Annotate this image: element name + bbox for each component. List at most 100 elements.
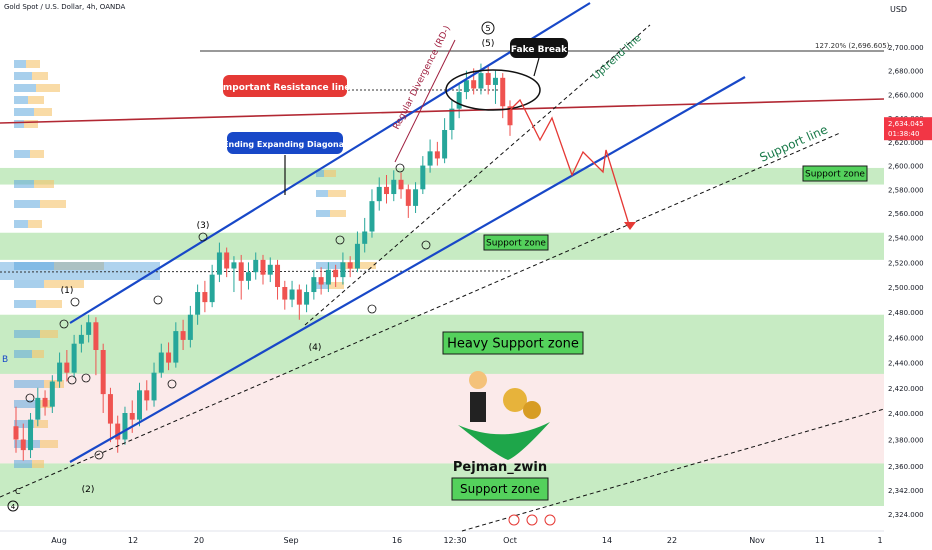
support-zone-3 — [0, 463, 884, 506]
support-line — [0, 132, 841, 498]
candle-body-47 — [354, 243, 360, 269]
candle-body-37 — [282, 287, 288, 300]
x-tick-10: 11 — [815, 536, 825, 545]
volume-bar-value-7 — [34, 180, 54, 188]
candle-body-50 — [376, 186, 382, 202]
y-tick-16: 2,380.000 — [888, 437, 924, 445]
candle-body-6 — [57, 362, 63, 382]
resistance-line — [0, 98, 885, 124]
candle-body-65 — [485, 73, 491, 85]
candle-body-32 — [245, 272, 251, 281]
volume-bar-7 — [14, 180, 34, 188]
candle-body-61 — [456, 92, 462, 109]
projection-arrow — [624, 222, 636, 230]
volume-bar-value-3 — [28, 96, 44, 104]
volume-bar-value-0 — [26, 60, 40, 68]
subwave-circle-3 — [25, 393, 35, 403]
volume-bar-12 — [14, 300, 36, 308]
candle-body-66 — [492, 77, 498, 85]
volume-bar-value-12 — [36, 300, 62, 308]
candle-body-20 — [158, 352, 164, 373]
price-badge-box — [884, 117, 932, 141]
volume-bar-11 — [14, 280, 44, 288]
volume2-bar-2 — [316, 210, 330, 217]
wave-4-label: (4) — [309, 343, 322, 353]
logo-swoosh — [458, 422, 550, 460]
candle-body-8 — [71, 343, 77, 373]
volume-bar-value-8 — [40, 200, 66, 208]
candle-body-68 — [507, 106, 513, 126]
wave-c-label: C — [15, 487, 21, 496]
wave-1-label: (1) — [61, 286, 74, 296]
support-zone-2 — [0, 314, 884, 374]
volume2-bar-value-2 — [330, 210, 346, 217]
y-tick-9: 2,520.000 — [888, 259, 924, 267]
candle-body-16 — [129, 413, 135, 420]
resistance-callout-box — [223, 75, 347, 97]
candle-body-46 — [347, 262, 353, 269]
wave-4-circle-text: 4 — [11, 503, 16, 511]
candle-body-1 — [20, 439, 26, 451]
y-tick-12: 2,460.000 — [888, 334, 924, 342]
wave-5-circle-text: 5 — [485, 24, 490, 33]
volume2-bar-1 — [316, 190, 328, 197]
candle-body-4 — [42, 397, 48, 407]
volume2-bar-4 — [316, 282, 328, 289]
x-tick-7: 14 — [602, 536, 612, 545]
volume-bar-value-11 — [44, 280, 84, 288]
candle-body-36 — [275, 264, 281, 287]
candle-body-42 — [318, 277, 324, 285]
volume-bar-value-17 — [34, 420, 48, 428]
subwave-circle-10 — [395, 163, 405, 173]
uptrend-line — [304, 24, 651, 326]
candle-body-3 — [35, 397, 41, 420]
volume2-bar-value-0 — [324, 170, 336, 177]
fake-break-ellipse — [445, 69, 541, 111]
volume-bar-16 — [14, 400, 38, 408]
candle-body-24 — [187, 314, 193, 340]
candle-body-54 — [405, 189, 411, 206]
candle-body-53 — [398, 179, 404, 190]
candle-body-56 — [420, 165, 426, 190]
volume-bar-14 — [14, 350, 32, 358]
y-tick-7: 2,560.000 — [888, 210, 924, 218]
y-tick-11: 2,480.000 — [888, 309, 924, 317]
candle-body-48 — [362, 231, 368, 244]
author-signature: Pejman_zwin — [453, 460, 547, 475]
price-badge-countdown: 01:38:40 — [888, 130, 919, 138]
y-tick-17: 2,360.000 — [888, 463, 924, 471]
candle-body-45 — [340, 262, 346, 278]
support-line-label: Support line — [758, 122, 830, 164]
logo-head — [469, 371, 487, 389]
x-tick-2: 20 — [194, 536, 204, 545]
divergence-line — [394, 39, 456, 163]
support-zone-label-1-box — [802, 165, 868, 182]
wave-5-circle — [481, 21, 495, 35]
heavy-support-label-text: Heavy Support zone — [447, 337, 579, 352]
x-tick-11: 1 — [877, 536, 882, 545]
subwave-circle-0 — [70, 297, 80, 307]
logo-body — [470, 392, 486, 422]
resistance-callout-text: Important Resistance line — [220, 83, 351, 93]
y-tick-14: 2,420.000 — [888, 385, 924, 393]
wave-4-circle — [7, 500, 19, 512]
volume-bar-4 — [14, 108, 34, 116]
candle-body-41 — [311, 277, 317, 293]
volume2-bar-3 — [316, 262, 342, 269]
volume-bar-value-6 — [30, 150, 44, 158]
uptrend-line-label: Uptrend line — [591, 33, 644, 82]
candle-body-28 — [216, 252, 222, 275]
candle-body-43 — [325, 269, 331, 285]
wave-5-label: (5) — [482, 39, 495, 49]
candle-body-19 — [151, 372, 157, 401]
event-flag-icon-2 — [544, 514, 556, 526]
symbol-title: Gold Spot / U.S. Dollar, 4h, OANDA — [4, 3, 126, 11]
volume-bar-17 — [14, 420, 34, 428]
volume-bar-3 — [14, 96, 28, 104]
logo-gold-2 — [523, 401, 541, 419]
y-tick-15: 2,400.000 — [888, 410, 924, 418]
candle-body-34 — [260, 259, 266, 275]
support-zone-label-1-text: Support zone — [805, 170, 865, 180]
x-tick-1: 12 — [128, 536, 138, 545]
